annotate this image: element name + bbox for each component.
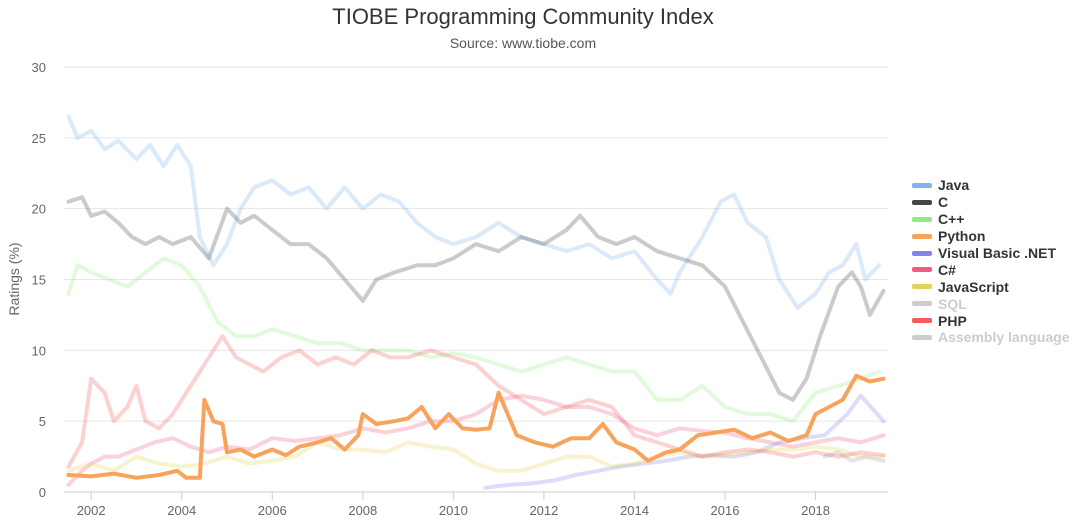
chart-subtitle: Source: www.tiobe.com [449, 35, 597, 51]
series-line-javascript[interactable] [66, 440, 886, 473]
legend-item-c-[interactable]: C# [912, 261, 1080, 278]
series-line-java[interactable] [66, 114, 881, 310]
legend-label: C [938, 194, 949, 211]
legend-label: C# [938, 261, 956, 278]
legend-swatch [912, 334, 932, 340]
legend-item-java[interactable]: Java [912, 177, 1080, 194]
series-line-sql[interactable] [822, 450, 886, 463]
legend-swatch [912, 233, 932, 239]
legend-swatch [912, 267, 932, 273]
y-tick-label: 20 [32, 202, 46, 217]
x-tick-label: 2014 [620, 503, 649, 518]
series-layer [66, 114, 886, 490]
legend-item-visual-basic-net[interactable]: Visual Basic .NET [912, 245, 1080, 262]
y-tick-label: 5 [39, 414, 46, 429]
legend-swatch [912, 284, 932, 290]
legend-label: JavaScript [938, 278, 1009, 295]
y-tick-label: 10 [32, 343, 46, 358]
legend-label: SQL [938, 295, 967, 312]
legend-swatch [912, 318, 932, 324]
legend: Java C C++ Python Visual Basic .NET C# JavaScr… [912, 177, 1080, 346]
legend-item-python[interactable]: Python [912, 228, 1080, 245]
x-tick-label: 2008 [348, 503, 377, 518]
y-tick-label: 0 [39, 485, 46, 500]
axis-layer: 0 5 10 15 20 25 30 2002 2004 2006 2008 2010 2012 2014… [32, 60, 830, 518]
series-line-c[interactable] [66, 195, 886, 402]
y-tick-label: 15 [32, 273, 46, 288]
legend-swatch [912, 250, 932, 256]
legend-item-c-[interactable]: C++ [912, 211, 1080, 228]
x-tick-label: 2002 [77, 503, 106, 518]
x-tick-label: 2018 [801, 503, 830, 518]
legend-swatch [912, 182, 932, 188]
y-axis-label: Ratings (%) [6, 242, 22, 315]
legend-item-assembly-language[interactable]: Assembly language [912, 329, 1080, 346]
series-line-visual-basic-net[interactable] [483, 393, 886, 490]
legend-label: Assembly language [938, 329, 1070, 346]
x-tick-label: 2012 [529, 503, 558, 518]
legend-swatch [912, 199, 932, 205]
legend-item-c[interactable]: C [912, 194, 1080, 211]
legend-label: Visual Basic .NET [938, 245, 1057, 261]
x-tick-label: 2016 [711, 503, 740, 518]
x-tick-label: 2006 [258, 503, 287, 518]
series-line-c-[interactable] [66, 393, 886, 487]
x-tick-label: 2004 [167, 503, 196, 518]
legend-label: C++ [938, 211, 965, 228]
legend-item-php[interactable]: PHP [912, 312, 1080, 329]
y-tick-label: 25 [32, 131, 46, 146]
legend-item-sql[interactable]: SQL [912, 295, 1080, 312]
y-tick-label: 30 [32, 60, 46, 75]
series-line-python[interactable] [66, 373, 886, 480]
legend-label: PHP [938, 312, 967, 329]
grid-layer [64, 66, 888, 493]
legend-swatch [912, 216, 932, 222]
series-line-c-[interactable] [66, 256, 881, 424]
legend-item-javascript[interactable]: JavaScript [912, 278, 1080, 295]
legend-label: Python [938, 228, 986, 245]
x-tick-label: 2010 [439, 503, 468, 518]
legend-label: Java [938, 177, 970, 194]
legend-swatch [912, 301, 932, 307]
series-line-php[interactable] [66, 334, 886, 469]
chart-title: TIOBE Programming Community Index [332, 4, 714, 29]
